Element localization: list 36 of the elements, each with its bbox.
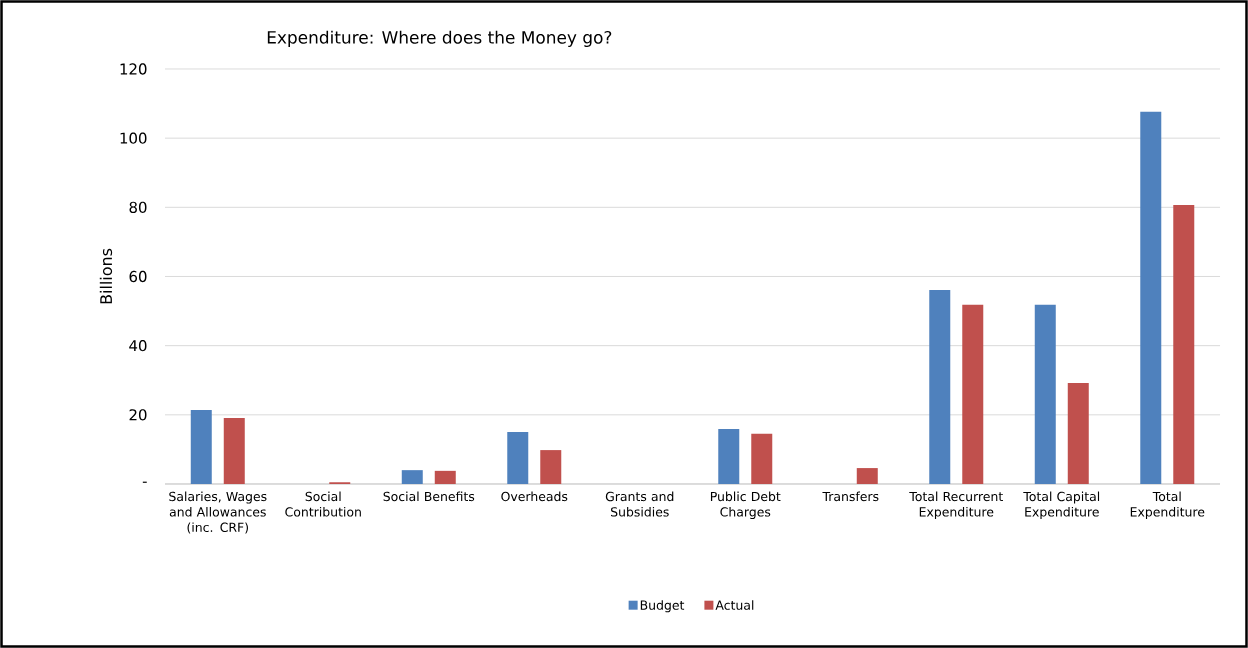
bar xyxy=(856,468,878,484)
y-tick-label: 100 xyxy=(120,132,147,144)
bar xyxy=(962,304,984,484)
bar xyxy=(1173,204,1195,484)
legend-label: Actual xyxy=(715,600,754,610)
bar xyxy=(540,450,562,484)
y-tick-label: 80 xyxy=(129,201,147,213)
x-tick-label: Salaries, Wages and Allowances (inc. CRF) xyxy=(169,491,267,534)
x-tick-label: Social Contribution xyxy=(285,491,361,517)
y-tick-label: 20 xyxy=(129,409,147,421)
x-tick-label: Total Expenditure xyxy=(1130,491,1205,519)
x-tick-label: Transfers xyxy=(822,491,879,502)
bar xyxy=(190,409,212,484)
bar xyxy=(1140,111,1162,484)
x-tick-label: Overheads xyxy=(501,491,568,502)
x-tick-label: Total Recurrent Expenditure xyxy=(909,491,1003,519)
y-axis-title: Billions xyxy=(99,248,113,304)
bar xyxy=(507,432,529,484)
chart-title: Expenditure: Where does the Money go? xyxy=(267,30,612,48)
y-tick-label: 60 xyxy=(129,270,147,283)
bar xyxy=(1067,383,1089,484)
bar xyxy=(929,289,951,484)
x-tick-label: Total Capital Expenditure xyxy=(1023,491,1100,519)
bar xyxy=(434,470,456,484)
x-tick-label: Public Debt Charges xyxy=(710,491,781,519)
bar xyxy=(751,433,773,484)
y-tick-label: - xyxy=(142,481,147,483)
x-tick-label: Social Benefits xyxy=(383,491,475,502)
bar xyxy=(1034,304,1056,484)
bar xyxy=(718,429,740,484)
bar xyxy=(401,470,423,484)
bar xyxy=(223,417,245,484)
y-tick-label: 120 xyxy=(120,63,147,75)
y-tick-label: 40 xyxy=(129,340,147,352)
legend-label: Budget xyxy=(640,600,685,613)
x-tick-label: Grants and Subsidies xyxy=(605,491,674,517)
